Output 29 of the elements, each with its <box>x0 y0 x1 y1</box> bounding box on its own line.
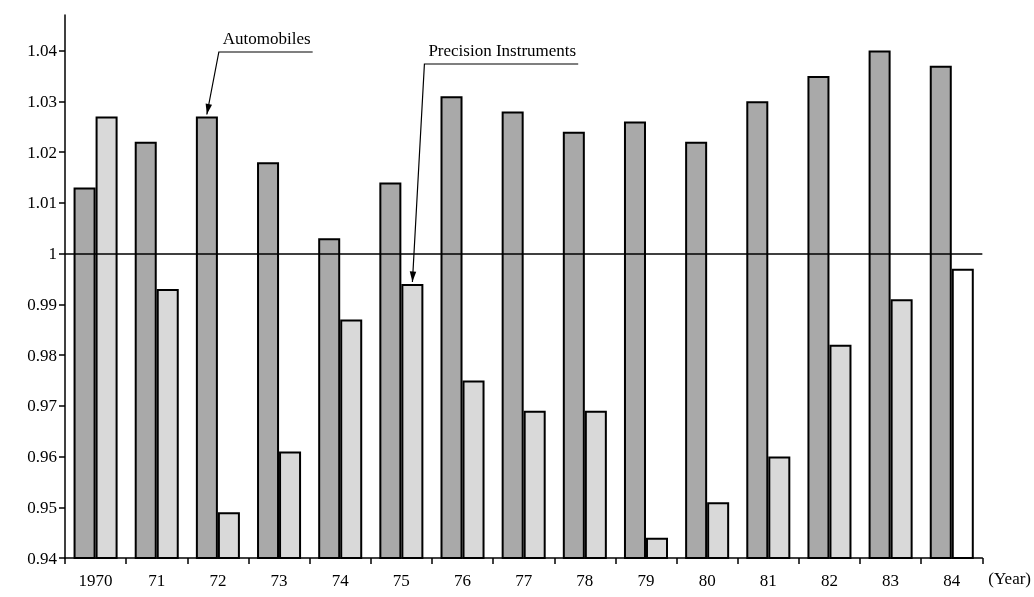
x-tick-label: 82 <box>820 571 838 590</box>
y-tick-label: 1.04 <box>27 41 58 61</box>
x-axis-title: (Year) <box>988 569 1032 588</box>
text: Automobiles <box>222 29 311 48</box>
y-tick-label: 1.02 <box>27 142 57 162</box>
x-tick-label: 71 <box>148 571 166 590</box>
y-tick-label: 0.95 <box>27 497 57 517</box>
text: Precision Instruments <box>428 41 577 60</box>
x-tick-label: 81 <box>759 571 777 590</box>
x-tick-label: 79 <box>637 571 655 590</box>
x-tick-label: 1970 <box>78 571 113 590</box>
x-tick-label: 72 <box>209 571 227 590</box>
x-tick-label: 77 <box>515 571 533 590</box>
y-tick-label: 1.03 <box>27 91 57 111</box>
x-tick-label: 75 <box>392 571 410 590</box>
y-tick-label: 1 <box>48 244 57 264</box>
x-tick-label: 80 <box>698 571 716 590</box>
y-tick-label: 0.97 <box>27 396 58 416</box>
y-tick-label: 1.01 <box>27 193 57 213</box>
y-tick-label: 0.99 <box>27 294 57 314</box>
x-tick-label: 78 <box>576 571 594 590</box>
x-tick-label: 76 <box>454 571 472 590</box>
y-tick-label: 0.96 <box>27 447 57 466</box>
x-tick-label: 74 <box>331 571 350 590</box>
x-tick-label: 83 <box>882 571 900 590</box>
y-tick-label: 0.98 <box>27 345 57 365</box>
x-tick-label: 84 <box>943 571 961 590</box>
y-tick-label: 0.94 <box>27 548 58 568</box>
x-tick-label: 73 <box>270 571 288 590</box>
